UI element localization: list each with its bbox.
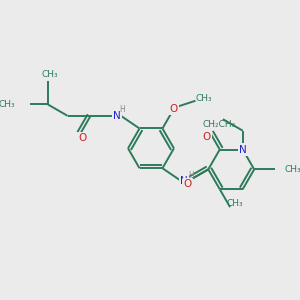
Text: CH₂CH₃: CH₂CH₃ [202, 120, 236, 129]
Text: CH₃: CH₃ [195, 94, 212, 103]
Text: N: N [180, 176, 188, 186]
Text: H: H [188, 171, 194, 180]
Text: H: H [119, 105, 124, 114]
Text: CH₃: CH₃ [41, 70, 58, 80]
Text: O: O [79, 133, 87, 143]
Text: O: O [202, 132, 211, 142]
Text: N: N [113, 111, 121, 121]
Text: O: O [170, 103, 178, 114]
Text: CH₃: CH₃ [0, 100, 15, 109]
Text: CH₃: CH₃ [285, 165, 300, 174]
Text: N: N [239, 145, 247, 154]
Text: CH₃: CH₃ [227, 200, 243, 208]
Text: O: O [184, 179, 192, 189]
